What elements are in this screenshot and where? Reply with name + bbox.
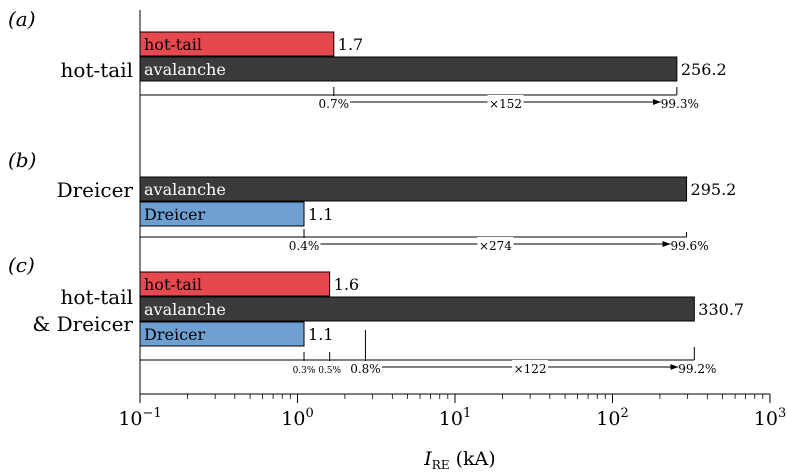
- bar-avalanche: [139, 176, 688, 202]
- x-tick-exponent: −1: [143, 406, 162, 421]
- bar-name-label: hot-tail: [144, 35, 202, 54]
- x-tick-label: 101: [439, 406, 471, 430]
- bar-name-label: avalanche: [144, 300, 226, 319]
- bar-avalanche: [139, 296, 695, 322]
- bar-name-label: Dreicer: [144, 325, 205, 344]
- ratio-mid-bg: [487, 95, 524, 109]
- x-tick-exponent: 1: [463, 406, 471, 421]
- panel-label: (b): [8, 148, 36, 172]
- bar-name-label: Dreicer: [144, 205, 205, 224]
- bar-hot-tail: [139, 271, 331, 297]
- ratio-to-label: 99.6%: [670, 239, 708, 253]
- bar-value-label: 256.2: [681, 60, 727, 79]
- group-label: & Dreicer: [32, 312, 133, 336]
- ratio-multiplier-label: ×152: [489, 97, 522, 111]
- ratio-to-label: 99.3%: [661, 97, 699, 111]
- ratio-from-label: 0.8%: [350, 362, 381, 376]
- bar-value-label: 1.6: [334, 275, 359, 294]
- x-axis-label: IRE (kA): [423, 448, 495, 472]
- bar-dreicer: [139, 201, 305, 227]
- bar-value-label: 295.2: [691, 180, 737, 199]
- panel-label: (c): [8, 253, 35, 277]
- ratio-multiplier-label: ×122: [514, 362, 547, 376]
- ratio-to-label: 99.2%: [678, 362, 716, 376]
- bar-value-label: 1.7: [338, 35, 363, 54]
- x-tick-base: 10: [281, 408, 305, 430]
- x-tick-label: 103: [754, 406, 786, 430]
- bar-hot-tail: [139, 31, 335, 57]
- bar-value-label: 1.1: [308, 205, 333, 224]
- x-tick-base: 10: [118, 408, 142, 430]
- bar-name-label: avalanche: [144, 60, 226, 79]
- x-tick-exponent: 0: [305, 406, 313, 421]
- x-tick-label: 102: [596, 406, 628, 430]
- bar-avalanche: [139, 56, 678, 82]
- x-tick-base: 10: [439, 408, 463, 430]
- ratio-mid-bg: [512, 360, 549, 374]
- ratio-from-label: 0.4%: [289, 239, 320, 253]
- small-marker-label: 0.5%: [318, 366, 341, 376]
- bar-value-label: 330.7: [698, 300, 744, 319]
- ratio-from-label: 0.7%: [319, 97, 350, 111]
- group-label: hot-tail: [61, 58, 133, 82]
- x-tick-label: 100: [281, 406, 313, 430]
- bar-name-label: hot-tail: [144, 275, 202, 294]
- group-label: Dreicer: [57, 178, 134, 202]
- ratio-multiplier-label: ×274: [479, 239, 512, 253]
- x-tick-exponent: 2: [620, 406, 628, 421]
- bar-dreicer: [139, 321, 305, 347]
- group-label: hot-tail: [61, 285, 133, 309]
- x-tick-base: 10: [596, 408, 620, 430]
- x-tick-label: 10−1: [118, 406, 161, 430]
- small-marker-label: 0.3%: [293, 366, 316, 376]
- x-tick-base: 10: [754, 408, 778, 430]
- x-tick-exponent: 3: [778, 406, 786, 421]
- ratio-mid-bg: [477, 237, 514, 251]
- panel-label: (a): [8, 7, 36, 31]
- bar-value-label: 1.1: [308, 325, 333, 344]
- bar-name-label: avalanche: [144, 180, 226, 199]
